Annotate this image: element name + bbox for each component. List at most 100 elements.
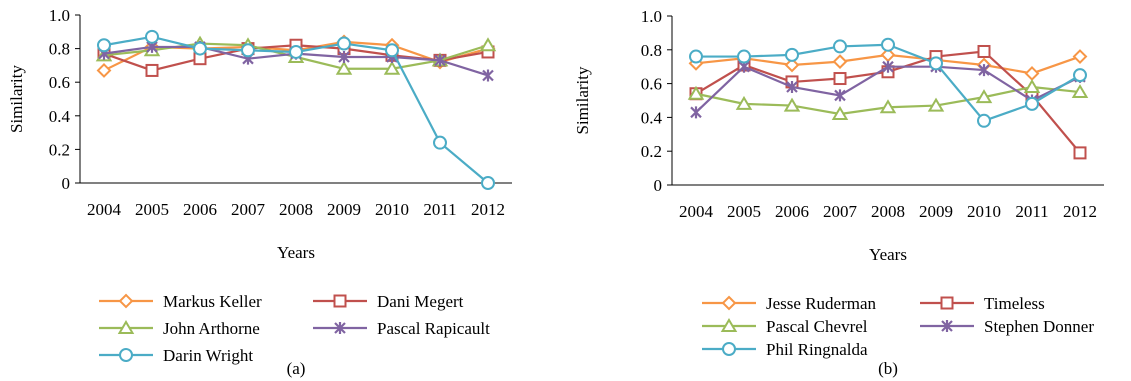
legend-marker xyxy=(940,296,954,310)
y-tick-label: 1.0 xyxy=(641,7,662,26)
data-point xyxy=(879,99,897,114)
data-point xyxy=(433,135,447,150)
x-tick-label: 2005 xyxy=(135,200,169,219)
y-tick-label: 0.6 xyxy=(641,75,662,94)
data-point xyxy=(929,56,943,71)
legend: Markus Keller Dani Megert John Arthorne Pas… xyxy=(99,292,490,365)
legend-marker xyxy=(334,322,346,334)
data-point xyxy=(834,89,846,102)
y-axis-title: Similarity xyxy=(7,65,26,134)
data-point xyxy=(1024,66,1040,81)
legend-item: Markus Keller xyxy=(99,292,262,311)
x-tick-label: 2012 xyxy=(471,200,505,219)
legend-marker xyxy=(720,318,738,332)
x-tick-label: 2008 xyxy=(871,202,905,221)
legend-marker xyxy=(722,342,736,356)
data-point xyxy=(975,89,993,104)
legend-marker xyxy=(119,348,133,362)
data-point xyxy=(881,37,895,52)
data-point xyxy=(479,37,497,52)
legend-label: Markus Keller xyxy=(163,292,262,311)
x-tick-label: 2007 xyxy=(231,200,266,219)
data-point xyxy=(1071,84,1089,99)
data-point xyxy=(831,106,849,121)
x-tick-label: 2007 xyxy=(823,202,858,221)
data-point xyxy=(1072,49,1088,64)
legend-marker xyxy=(118,293,134,309)
data-point xyxy=(338,51,350,63)
x-tick-label: 2011 xyxy=(1015,202,1048,221)
data-point xyxy=(383,60,401,75)
x-tick-label: 2004 xyxy=(679,202,714,221)
x-tick-label: 2010 xyxy=(967,202,1001,221)
legend-label: Phil Ringnalda xyxy=(766,340,868,359)
legend-item: Timeless xyxy=(920,294,1045,313)
data-point xyxy=(97,38,111,53)
y-tick-label: 1.0 xyxy=(49,6,70,25)
data-point xyxy=(1023,79,1041,93)
legend-label: Timeless xyxy=(984,294,1045,313)
legend-label: Jesse Ruderman xyxy=(766,294,877,313)
y-tick-label: 0.8 xyxy=(49,40,70,59)
y-tick-label: 0.2 xyxy=(641,142,662,161)
legend: Jesse Ruderman Timeless Pascal Chevrel Step… xyxy=(702,294,1094,359)
data-point xyxy=(882,60,894,73)
data-point xyxy=(289,44,303,59)
data-point xyxy=(786,80,798,93)
series-darin-wright xyxy=(97,29,495,190)
figure-caption: (b) xyxy=(878,359,898,378)
legend-label: Pascal Chevrel xyxy=(766,317,868,336)
data-point xyxy=(1073,146,1087,160)
data-point xyxy=(335,60,353,75)
data-point xyxy=(783,97,801,112)
legend-item: Pascal Rapicault xyxy=(313,319,490,338)
legend-item: Dani Megert xyxy=(313,292,464,311)
y-tick-label: 0.2 xyxy=(49,140,70,159)
legend-label: Stephen Donner xyxy=(984,317,1094,336)
x-tick-label: 2004 xyxy=(87,200,122,219)
data-point xyxy=(145,63,159,77)
x-tick-label: 2009 xyxy=(327,200,361,219)
data-point xyxy=(337,36,351,51)
legend-marker xyxy=(333,294,347,308)
data-point xyxy=(737,49,751,64)
x-tick-label: 2008 xyxy=(279,200,313,219)
data-point xyxy=(784,57,800,73)
legend-label: Darin Wright xyxy=(163,346,253,365)
data-point xyxy=(977,44,991,58)
legend-label: John Arthorne xyxy=(163,319,260,338)
figure-caption: (a) xyxy=(287,359,306,378)
x-tick-label: 2010 xyxy=(375,200,409,219)
legend-label: Dani Megert xyxy=(377,292,464,311)
data-point xyxy=(927,97,945,112)
x-axis-title: Years xyxy=(869,245,907,264)
x-tick-label: 2011 xyxy=(423,200,456,219)
legend-label: Pascal Rapicault xyxy=(377,319,490,338)
data-point xyxy=(385,43,399,58)
legend-item: Pascal Chevrel xyxy=(702,317,868,336)
line-chart-b: 0 0.2 0.4 0.6 0.8 1.0 2004 2005 2006 2007 2008 2009… xyxy=(573,7,1104,378)
data-point xyxy=(689,49,703,64)
data-point xyxy=(833,39,847,54)
x-tick-label: 2006 xyxy=(775,202,809,221)
legend-item: Stephen Donner xyxy=(920,317,1094,336)
chart-panel-b: 0 0.2 0.4 0.6 0.8 1.0 2004 2005 2006 2007 2008 2009… xyxy=(566,0,1131,381)
data-point xyxy=(690,106,702,119)
y-tick-label: 0.8 xyxy=(641,41,662,60)
data-point xyxy=(145,29,159,44)
x-axis-title: Years xyxy=(277,243,315,262)
data-point xyxy=(481,176,495,190)
data-point xyxy=(1073,68,1087,83)
y-axis-title: Similarity xyxy=(573,66,592,135)
y-tick-label: 0 xyxy=(654,176,663,195)
legend-item: John Arthorne xyxy=(99,319,260,338)
x-tick-label: 2006 xyxy=(183,200,217,219)
legend-item: Darin Wright xyxy=(99,346,253,365)
x-tick-label: 2005 xyxy=(727,202,761,221)
x-tick-label: 2012 xyxy=(1063,202,1097,221)
y-tick-label: 0.4 xyxy=(49,107,71,126)
data-point xyxy=(193,41,207,56)
y-tick-label: 0.4 xyxy=(641,108,663,127)
data-point xyxy=(833,72,847,86)
data-point xyxy=(978,64,990,77)
